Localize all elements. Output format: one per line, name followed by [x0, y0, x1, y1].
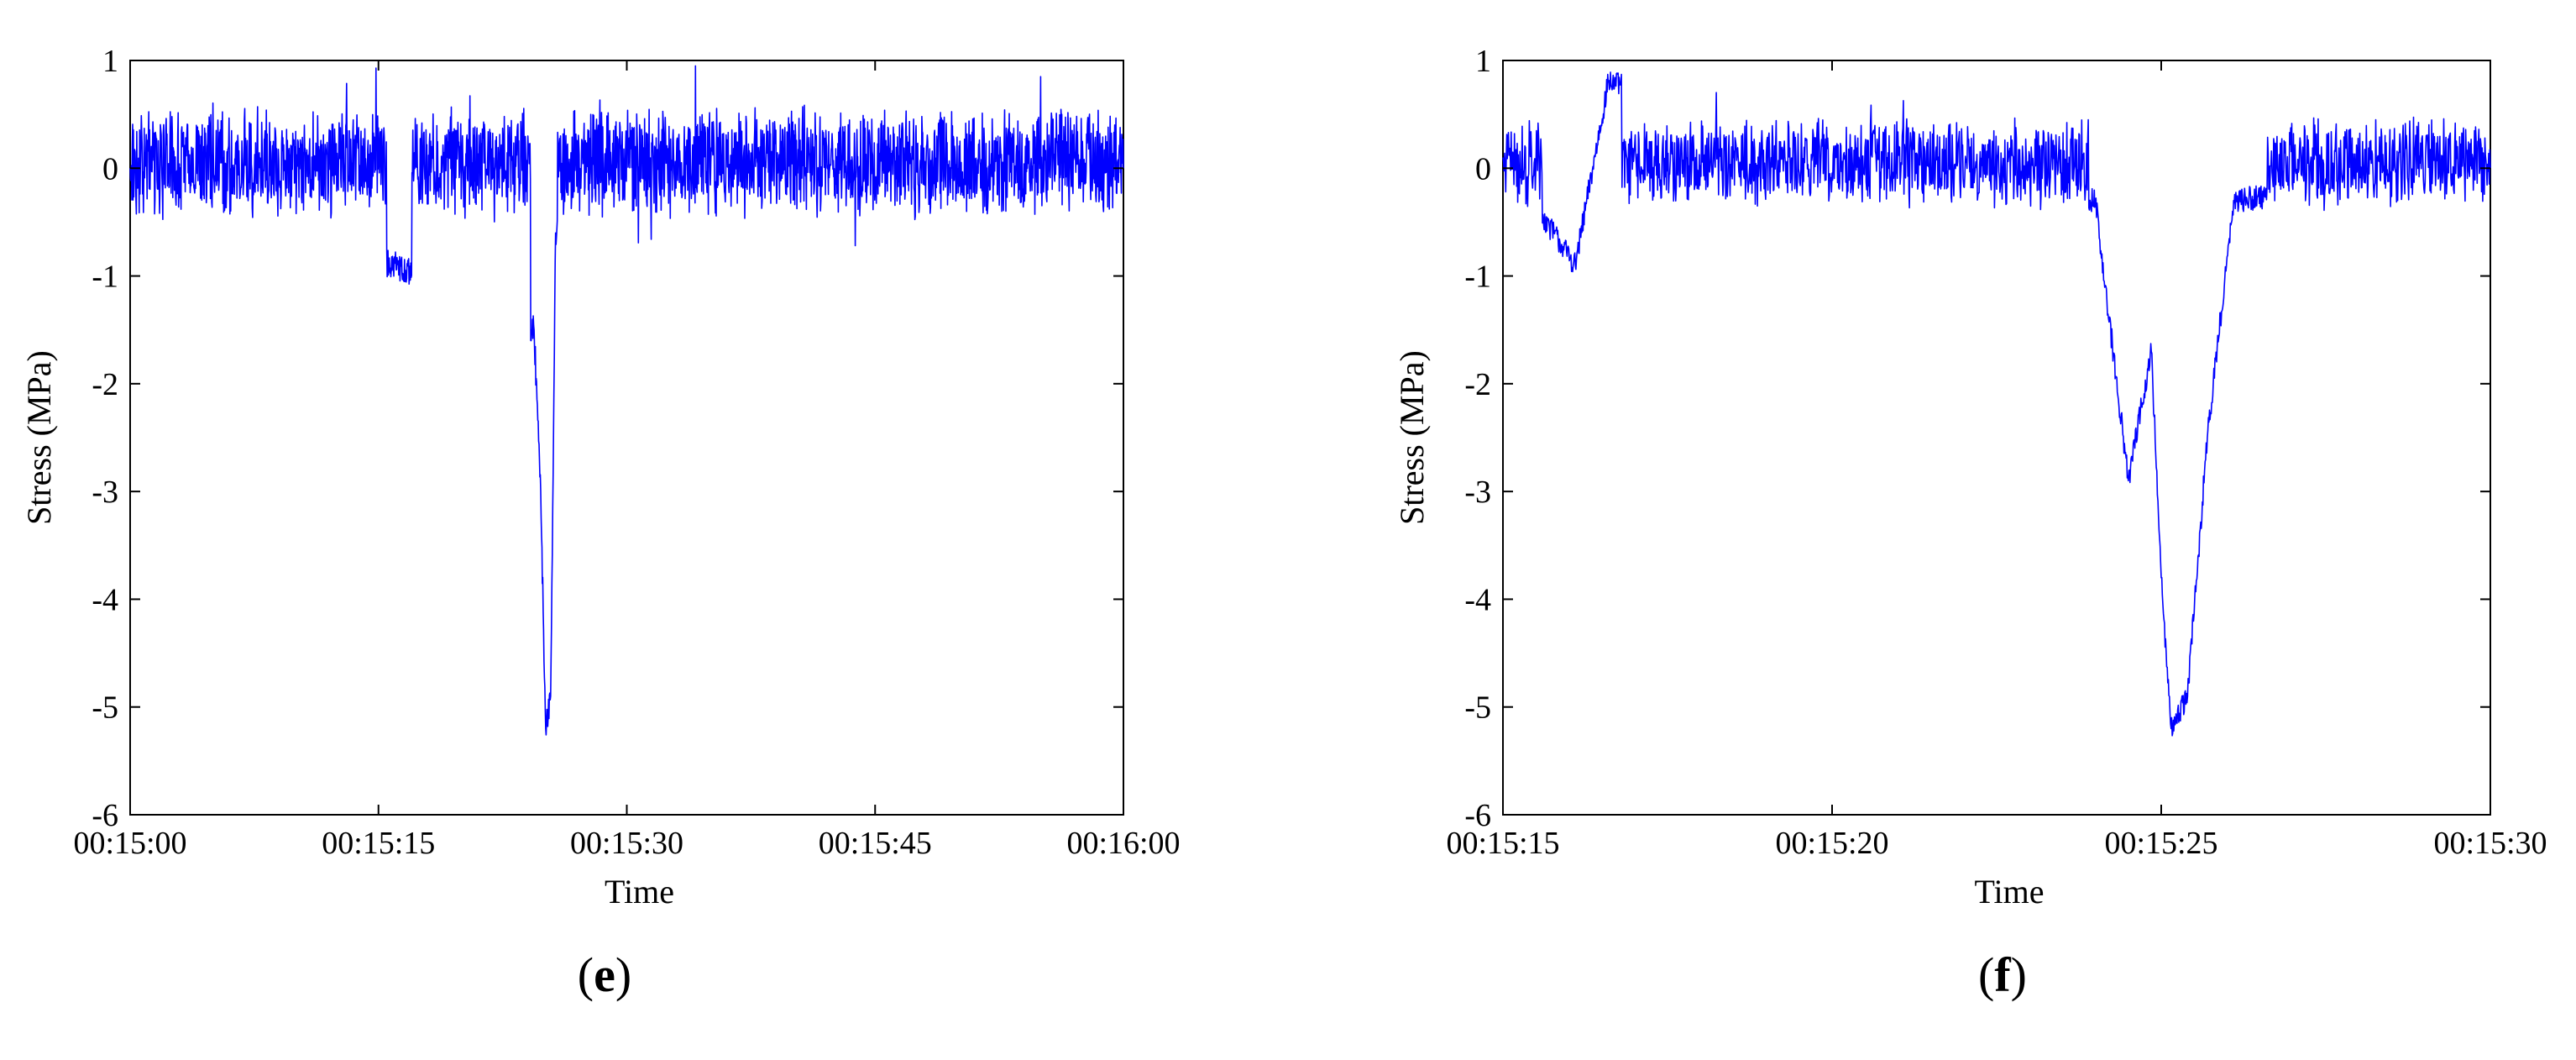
y-tick-label: -2 — [92, 367, 118, 402]
y-axis-label: Stress (MPa) — [1393, 350, 1431, 525]
y-tick-label: 1 — [1475, 44, 1491, 79]
y-tick-label: -1 — [1464, 260, 1491, 295]
y-tick-label: -6 — [1464, 798, 1491, 833]
x-tick-label: 00:15:15 — [322, 826, 435, 861]
y-tick-label: -2 — [1464, 367, 1491, 402]
chart-panel-e: 1 0 -1 -2 -3 -4 -5 -600:15:00 00:15:15 00:15:30 00… — [20, 44, 1181, 1002]
x-tick-label: 00:15:00 — [73, 826, 186, 861]
y-tick-label: -3 — [1464, 475, 1491, 510]
x-tick-label: 00:15:15 — [1446, 826, 1559, 861]
y-tick-label: 0 — [1475, 151, 1491, 186]
y-tick-label: -5 — [1464, 690, 1491, 726]
y-tick-label: -3 — [92, 475, 118, 510]
x-tick-label: 00:15:25 — [2104, 826, 2217, 861]
chart-panel-f: 1 0 -1 -2 -3 -4 -5 -600:15:15 00:15:20 00:15:25 00… — [1393, 44, 2547, 1002]
y-tick-label: -4 — [92, 582, 118, 617]
panel-label: (f) — [1978, 947, 2027, 1002]
y-tick-label: -4 — [1464, 582, 1491, 617]
x-tick-label: 00:15:30 — [2433, 826, 2547, 861]
x-tick-label: 00:16:00 — [1066, 826, 1180, 861]
y-axis-label: Stress (MPa) — [20, 350, 58, 525]
plot-area-frame — [1502, 60, 2491, 816]
x-axis-label: Time — [1974, 873, 2044, 910]
x-tick-label: 00:15:20 — [1775, 826, 1888, 861]
y-tick-label: 1 — [102, 44, 118, 79]
y-tick-label: 0 — [102, 151, 118, 186]
y-tick-label: -6 — [92, 798, 118, 833]
y-tick-label: -5 — [92, 690, 118, 726]
stress-series-line — [129, 65, 1124, 736]
panel-label: (e) — [578, 947, 631, 1002]
x-tick-label: 00:15:45 — [819, 826, 932, 861]
x-axis-label: Time — [605, 873, 674, 910]
y-tick-label: -1 — [92, 260, 118, 295]
x-tick-label: 00:15:30 — [570, 826, 683, 861]
stress-series-line — [1502, 71, 2491, 737]
